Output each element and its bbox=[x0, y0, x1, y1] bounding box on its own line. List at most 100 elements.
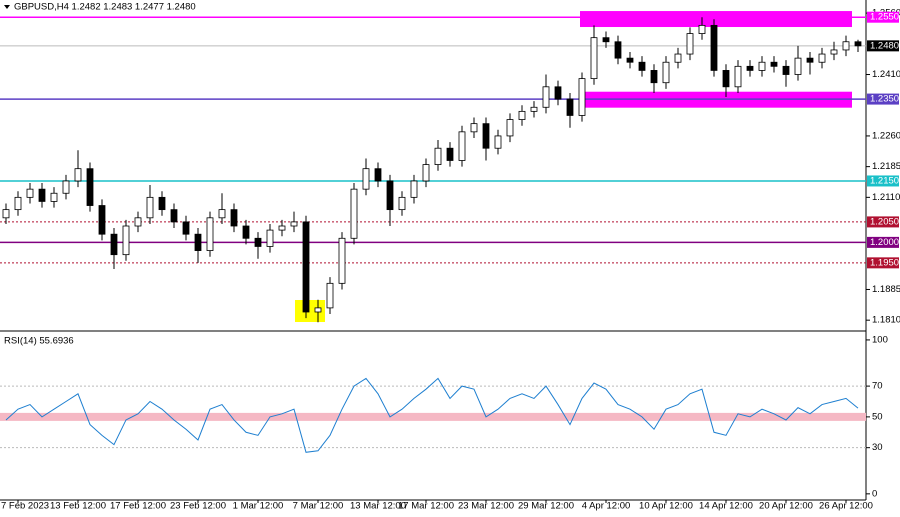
y-tick-label: 1.1885 bbox=[872, 284, 900, 295]
candle-body bbox=[746, 65, 754, 71]
rsi-band bbox=[0, 412, 866, 421]
candle-body bbox=[446, 147, 454, 161]
candle-body bbox=[806, 57, 814, 63]
y-tick-label: 1.2260 bbox=[872, 130, 900, 141]
candle-body bbox=[554, 86, 562, 100]
x-tick-label: 23 Mar 12:00 bbox=[458, 501, 514, 512]
x-tick-label: 13 Mar 12:00 bbox=[350, 501, 406, 512]
candle-body bbox=[638, 61, 646, 71]
candle-body bbox=[470, 123, 478, 133]
y-tick-label: 1.2185 bbox=[872, 161, 900, 172]
x-tick-label: 10 Apr 12:00 bbox=[639, 501, 693, 512]
level-label-bg bbox=[867, 40, 899, 52]
candle-body bbox=[734, 65, 742, 88]
level-label: 1.1950 bbox=[870, 257, 899, 268]
x-tick-label: 29 Mar 12:00 bbox=[518, 501, 574, 512]
candle-body bbox=[482, 123, 490, 149]
candle-body bbox=[158, 196, 166, 211]
candle-body bbox=[686, 33, 694, 55]
candle-body bbox=[518, 110, 526, 120]
candle-body bbox=[818, 53, 826, 63]
rsi-title: RSI(14) 55.6936 bbox=[4, 336, 74, 347]
candle-body bbox=[854, 41, 862, 47]
candle-body bbox=[2, 209, 10, 219]
candle-body bbox=[266, 229, 274, 247]
candle-body bbox=[50, 192, 58, 202]
level-label: 1.2000 bbox=[870, 237, 899, 248]
candle-body bbox=[698, 24, 706, 34]
candle-body bbox=[98, 205, 106, 235]
level-label-bg bbox=[867, 216, 899, 228]
candle-body bbox=[362, 168, 370, 190]
candle-body bbox=[110, 233, 118, 256]
candle-body bbox=[26, 188, 34, 198]
candle-body bbox=[242, 225, 250, 239]
rsi-tick-label: 30 bbox=[872, 442, 883, 453]
menu-arrow bbox=[4, 5, 10, 9]
x-tick-label: 7 Mar 12:00 bbox=[293, 501, 344, 512]
chart-title: GBPUSD,H4 1.2482 1.2483 1.2477 1.2480 bbox=[14, 2, 196, 13]
candle-body bbox=[602, 37, 610, 43]
candle-body bbox=[146, 196, 154, 219]
candle-body bbox=[122, 225, 130, 256]
candle-body bbox=[578, 78, 586, 116]
level-label-bg bbox=[867, 257, 899, 269]
level-label-bg bbox=[867, 175, 899, 187]
candle-body bbox=[206, 217, 214, 251]
candle-body bbox=[374, 168, 382, 182]
level-label-bg bbox=[867, 236, 899, 248]
candle-body bbox=[626, 57, 634, 63]
candle-body bbox=[230, 209, 238, 227]
candle-body bbox=[38, 188, 46, 202]
level-label: 1.2550 bbox=[870, 12, 899, 23]
candle-body bbox=[278, 225, 286, 231]
candle-body bbox=[458, 131, 466, 161]
level-label-bg bbox=[867, 11, 899, 23]
candle-body bbox=[62, 180, 70, 194]
candle-body bbox=[170, 209, 178, 223]
candle-body bbox=[758, 61, 766, 71]
level-label: 1.2050 bbox=[870, 216, 899, 227]
x-tick-label: 20 Apr 12:00 bbox=[759, 501, 813, 512]
candle-body bbox=[590, 37, 598, 80]
level-label: 1.2150 bbox=[870, 175, 899, 186]
level-label-bg bbox=[867, 93, 899, 105]
candle-body bbox=[434, 147, 442, 165]
candle-body bbox=[422, 164, 430, 182]
x-tick-label: 1 Mar 12:00 bbox=[233, 501, 284, 512]
candle-body bbox=[254, 237, 262, 247]
candle-body bbox=[338, 237, 346, 284]
candle-body bbox=[290, 221, 298, 227]
candle-body bbox=[506, 119, 514, 137]
candle-body bbox=[218, 209, 226, 219]
candle-body bbox=[614, 41, 622, 59]
candle-body bbox=[410, 180, 418, 198]
candle-body bbox=[314, 307, 322, 313]
candle-body bbox=[134, 217, 142, 227]
x-tick-label: 7 Feb 2023 bbox=[1, 501, 49, 512]
candle-body bbox=[782, 65, 790, 75]
x-tick-label: 17 Mar 12:00 bbox=[398, 501, 454, 512]
level-label: 1.2480 bbox=[870, 40, 899, 51]
x-tick-label: 26 Apr 12:00 bbox=[819, 501, 873, 512]
candle-body bbox=[842, 41, 850, 51]
x-tick-label: 23 Feb 12:00 bbox=[170, 501, 226, 512]
candle-body bbox=[14, 196, 22, 211]
candle-body bbox=[302, 221, 310, 313]
y-tick-label: 1.1810 bbox=[872, 315, 900, 326]
candle-body bbox=[542, 86, 550, 108]
y-tick-label: 1.2410 bbox=[872, 69, 900, 80]
candle-body bbox=[566, 98, 574, 116]
candle-body bbox=[86, 168, 94, 206]
candle-body bbox=[830, 49, 838, 55]
x-tick-label: 4 Apr 12:00 bbox=[582, 501, 631, 512]
candle-body bbox=[398, 196, 406, 211]
level-label: 1.2350 bbox=[870, 94, 899, 105]
candle-body bbox=[74, 168, 82, 182]
rsi-tick-label: 70 bbox=[872, 381, 883, 392]
candle-body bbox=[350, 188, 358, 239]
candle-body bbox=[770, 61, 778, 67]
zone bbox=[580, 11, 852, 28]
